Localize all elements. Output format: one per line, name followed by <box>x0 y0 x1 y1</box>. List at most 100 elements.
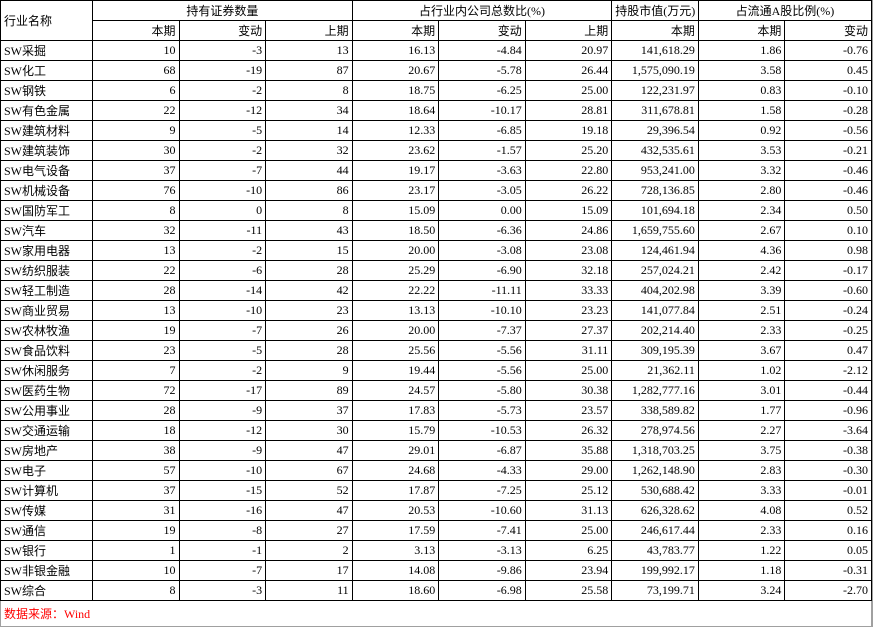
value-cell: 15.09 <box>352 201 439 221</box>
value-cell: 23 <box>266 301 353 321</box>
value-cell: 2.51 <box>698 301 785 321</box>
value-cell: -14 <box>179 281 266 301</box>
value-cell: 16.13 <box>352 41 439 61</box>
value-cell: -6 <box>179 261 266 281</box>
value-cell: 3.01 <box>698 381 785 401</box>
value-cell: -19 <box>179 61 266 81</box>
value-cell: 19.18 <box>525 121 612 141</box>
col-header-0-2: 上期 <box>266 21 353 41</box>
value-cell: -7.41 <box>439 521 526 541</box>
value-cell: -5.73 <box>439 401 526 421</box>
value-cell: 11 <box>266 581 353 601</box>
value-cell: 26 <box>266 321 353 341</box>
table-row: SW交通运输18-123015.79-10.5326.32278,974.562… <box>1 421 872 441</box>
value-cell: 0.83 <box>698 81 785 101</box>
col-group-0: 持有证券数量 <box>93 1 353 21</box>
table-row: SW汽车32-114318.50-6.3624.861,659,755.602.… <box>1 221 872 241</box>
value-cell: -12 <box>179 421 266 441</box>
value-cell: 10 <box>93 41 180 61</box>
value-cell: -1 <box>179 541 266 561</box>
value-cell: 31.11 <box>525 341 612 361</box>
value-cell: -3.63 <box>439 161 526 181</box>
value-cell: 728,136.85 <box>612 181 699 201</box>
value-cell: 24.86 <box>525 221 612 241</box>
value-cell: 25.00 <box>525 81 612 101</box>
value-cell: 2.27 <box>698 421 785 441</box>
value-cell: -0.60 <box>785 281 872 301</box>
value-cell: 28 <box>266 261 353 281</box>
value-cell: -16 <box>179 501 266 521</box>
value-cell: 124,461.94 <box>612 241 699 261</box>
value-cell: 18 <box>93 421 180 441</box>
value-cell: 4.08 <box>698 501 785 521</box>
industry-name-cell: SW采掘 <box>1 41 93 61</box>
table-row: SW医药生物72-178924.57-5.8030.381,282,777.16… <box>1 381 872 401</box>
value-cell: 202,214.40 <box>612 321 699 341</box>
value-cell: 530,688.42 <box>612 481 699 501</box>
value-cell: 199,992.17 <box>612 561 699 581</box>
value-cell: 24.68 <box>352 461 439 481</box>
value-cell: 72 <box>93 381 180 401</box>
col-group-3: 占流通A股比例(%) <box>698 1 871 21</box>
value-cell: 1,659,755.60 <box>612 221 699 241</box>
value-cell: 6.25 <box>525 541 612 561</box>
value-cell: 19 <box>93 521 180 541</box>
industry-name-cell: SW交通运输 <box>1 421 93 441</box>
value-cell: 68 <box>93 61 180 81</box>
col-header-0-1: 变动 <box>179 21 266 41</box>
value-cell: 30 <box>93 141 180 161</box>
value-cell: -6.90 <box>439 261 526 281</box>
value-cell: 3.58 <box>698 61 785 81</box>
value-cell: 52 <box>266 481 353 501</box>
industry-name-cell: SW建筑装饰 <box>1 141 93 161</box>
value-cell: 22 <box>93 261 180 281</box>
value-cell: 8 <box>266 201 353 221</box>
value-cell: 3.67 <box>698 341 785 361</box>
value-cell: 2.42 <box>698 261 785 281</box>
value-cell: -2 <box>179 81 266 101</box>
value-cell: -3 <box>179 41 266 61</box>
value-cell: -3 <box>179 581 266 601</box>
industry-name-cell: SW公用事业 <box>1 401 93 421</box>
value-cell: 12.33 <box>352 121 439 141</box>
value-cell: 17.59 <box>352 521 439 541</box>
col-group-1: 占行业内公司总数比(%) <box>352 1 612 21</box>
table-row: SW家用电器13-21520.00-3.0823.08124,461.944.3… <box>1 241 872 261</box>
value-cell: -11.11 <box>439 281 526 301</box>
data-source-note: 数据来源：Wind <box>0 601 872 627</box>
value-cell: -9 <box>179 401 266 421</box>
value-cell: -5 <box>179 341 266 361</box>
value-cell: -2 <box>179 241 266 261</box>
value-cell: 2.33 <box>698 321 785 341</box>
value-cell: 25.58 <box>525 581 612 601</box>
value-cell: 13 <box>93 301 180 321</box>
value-cell: -0.28 <box>785 101 872 121</box>
value-cell: 31.13 <box>525 501 612 521</box>
value-cell: 13 <box>266 41 353 61</box>
col-group-2: 持股市值(万元) <box>612 1 699 21</box>
value-cell: 338,589.82 <box>612 401 699 421</box>
value-cell: 2.83 <box>698 461 785 481</box>
industry-name-cell: SW纺织服装 <box>1 261 93 281</box>
table-row: SW银行1-123.13-3.136.2543,783.771.220.05 <box>1 541 872 561</box>
value-cell: -6.36 <box>439 221 526 241</box>
value-cell: -6.25 <box>439 81 526 101</box>
value-cell: 14 <box>266 121 353 141</box>
industry-name-cell: SW通信 <box>1 521 93 541</box>
industry-name-cell: SW农林牧渔 <box>1 321 93 341</box>
value-cell: 0.05 <box>785 541 872 561</box>
value-cell: 23.23 <box>525 301 612 321</box>
value-cell: -8 <box>179 521 266 541</box>
value-cell: 26.44 <box>525 61 612 81</box>
value-cell: 27 <box>266 521 353 541</box>
industry-name-cell: SW非银金融 <box>1 561 93 581</box>
value-cell: 20.00 <box>352 321 439 341</box>
value-cell: 1,575,090.19 <box>612 61 699 81</box>
value-cell: 2.80 <box>698 181 785 201</box>
value-cell: 3.75 <box>698 441 785 461</box>
value-cell: 8 <box>93 581 180 601</box>
value-cell: 1.86 <box>698 41 785 61</box>
value-cell: 28 <box>93 401 180 421</box>
value-cell: -3.05 <box>439 181 526 201</box>
table-row: SW房地产38-94729.01-6.8735.881,318,703.253.… <box>1 441 872 461</box>
